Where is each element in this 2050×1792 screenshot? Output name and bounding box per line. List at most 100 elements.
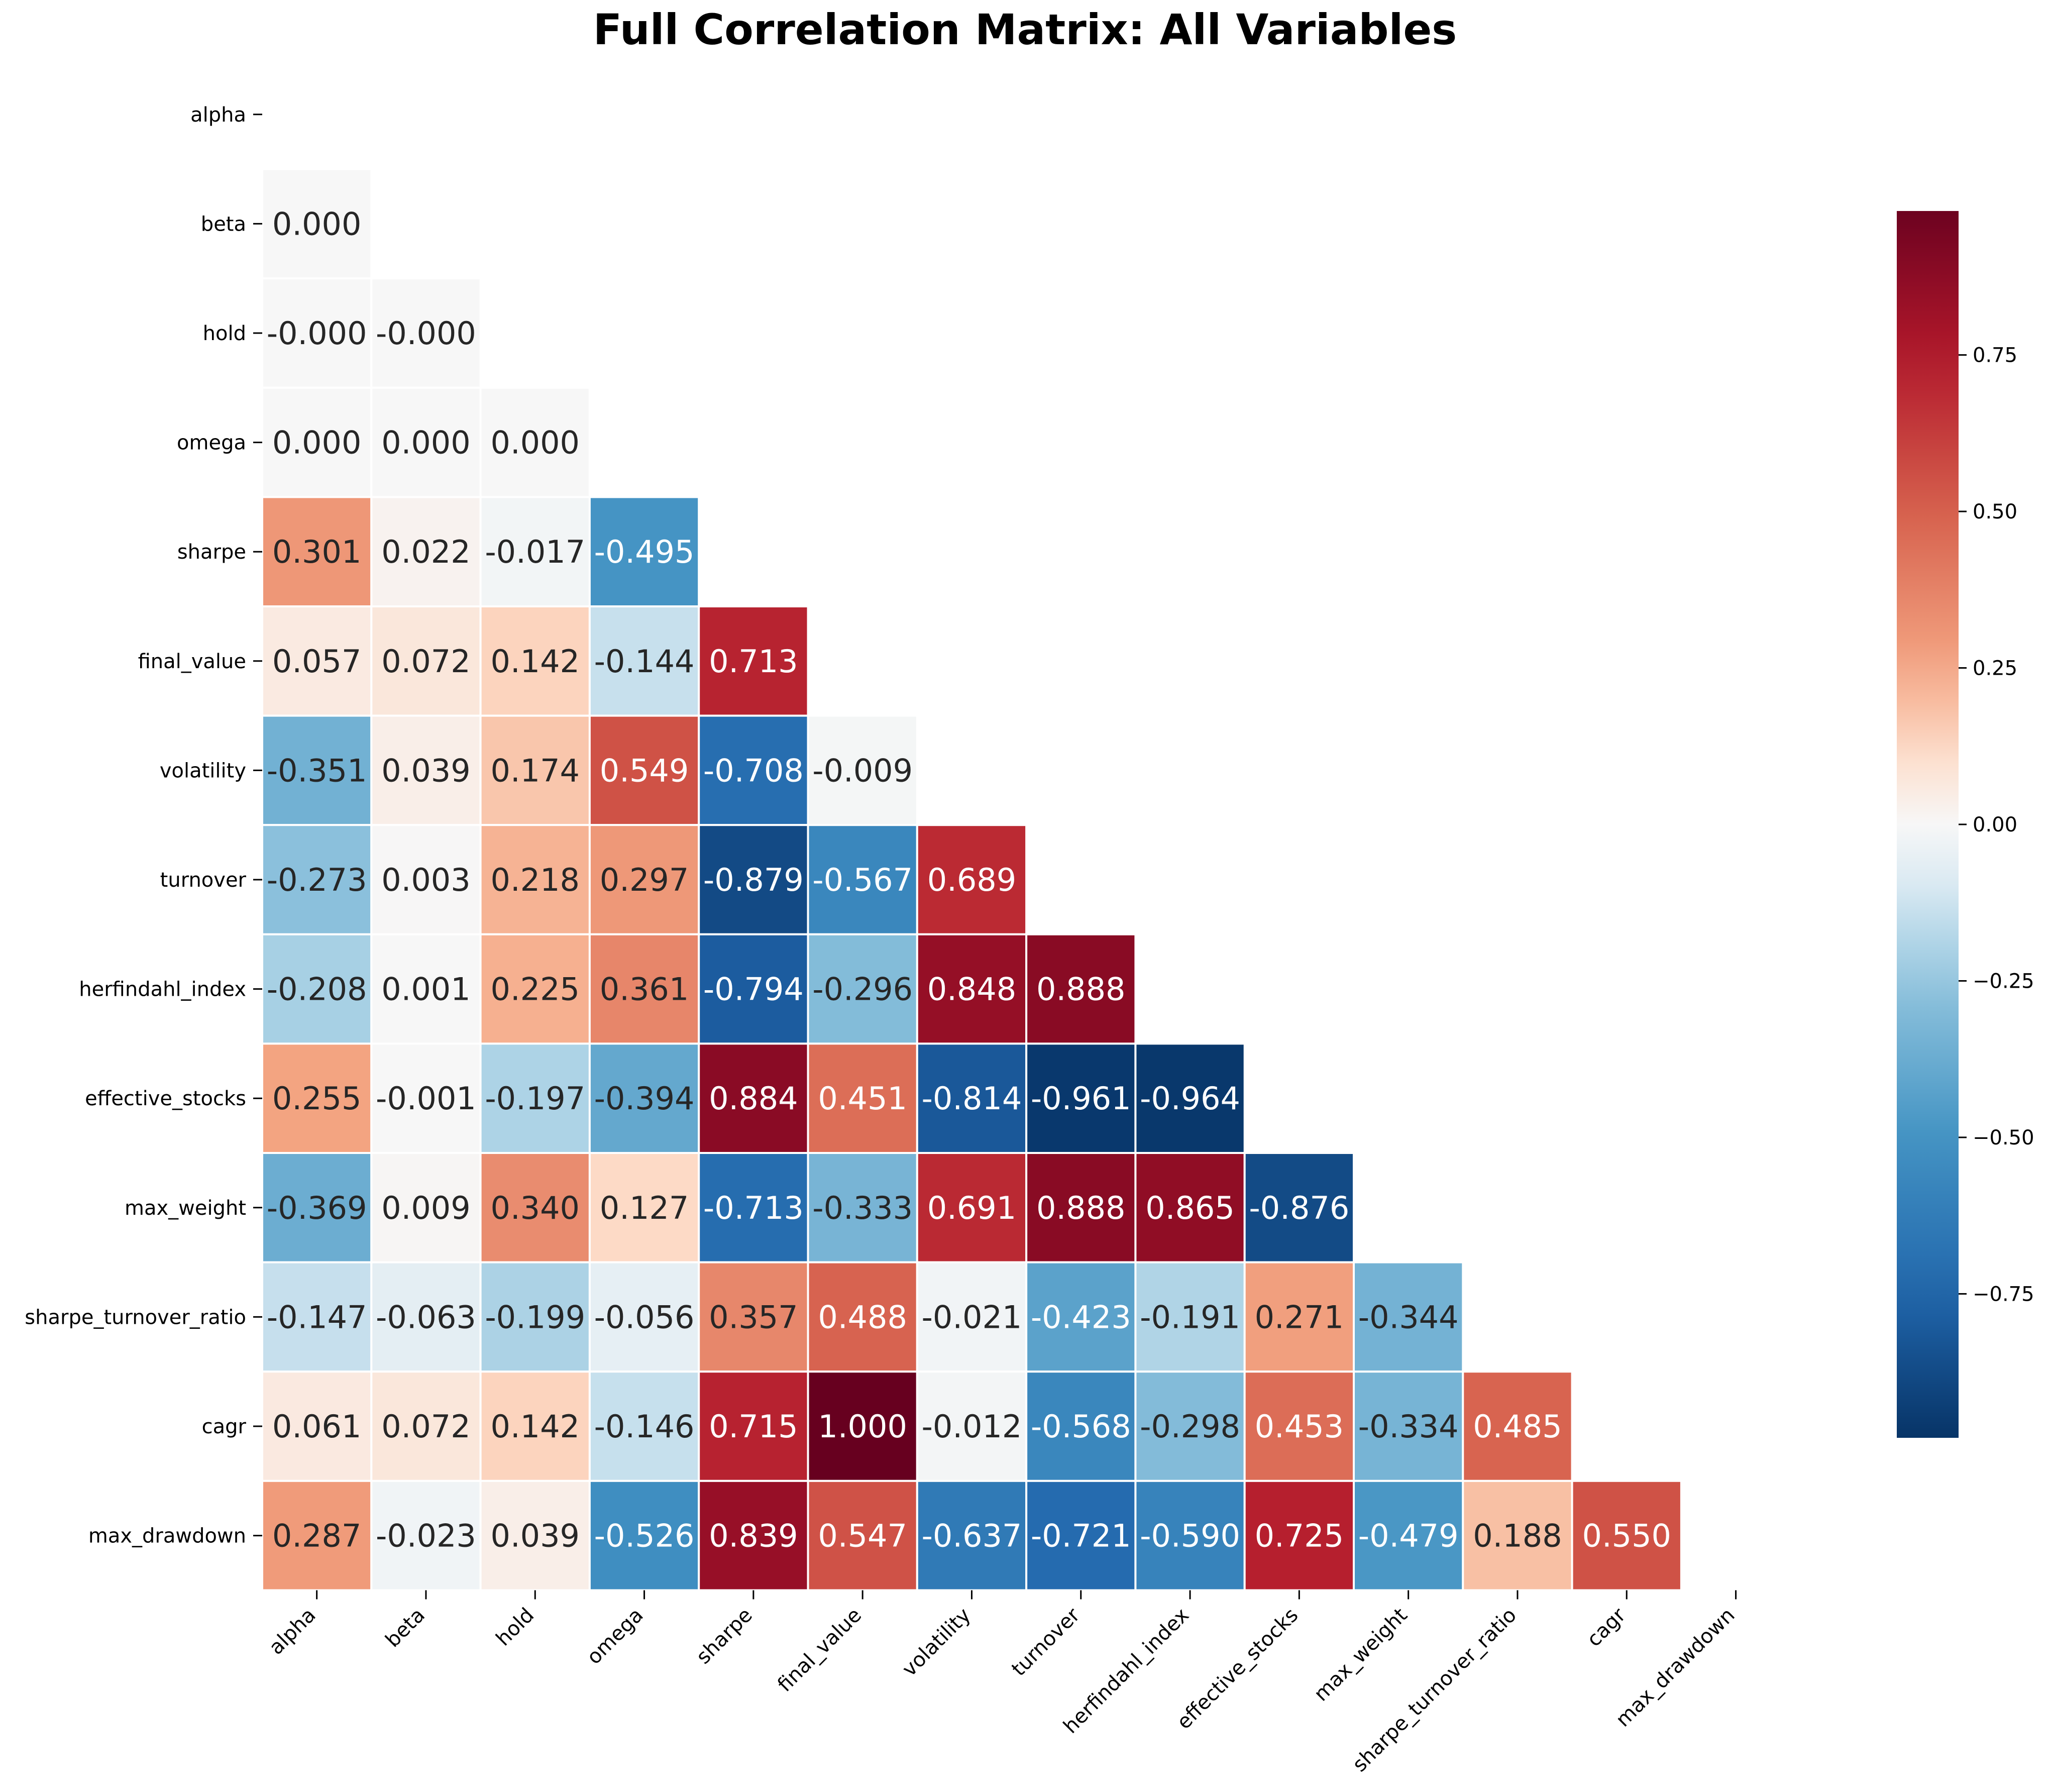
heatmap-cell-sharpe_turnover_ratio-hold xyxy=(479,1261,591,1373)
y-tick-label: omega xyxy=(177,432,246,455)
heatmap-cell-sharpe-beta xyxy=(370,496,482,608)
cell-value-label: 0.000 xyxy=(272,205,362,242)
heatmap-cell-max_weight-sharpe xyxy=(698,1152,809,1263)
cell-value-label: 0.255 xyxy=(272,1080,362,1117)
heatmap-cell-sharpe_turnover_ratio-volatility xyxy=(916,1261,1028,1373)
heatmap-cell-cagr-max_weight xyxy=(1353,1371,1464,1482)
heatmap-cell-sharpe_turnover_ratio-effective_stocks xyxy=(1243,1261,1355,1373)
colorbar-tick-label: 0.75 xyxy=(1973,344,2017,367)
heatmap-cell-hold-alpha xyxy=(261,277,373,389)
y-tick-label: final_value xyxy=(138,650,246,673)
cell-value-label: 0.884 xyxy=(709,1080,798,1117)
heatmap-cell-hold-beta xyxy=(370,277,482,389)
cell-value-label: 0.271 xyxy=(1255,1299,1344,1335)
y-tick-label: beta xyxy=(201,213,246,236)
cell-value-label: 0.174 xyxy=(491,752,580,789)
heatmap-cell-sharpe_turnover_ratio-herfindahl_index xyxy=(1134,1261,1246,1373)
heatmap-cell-turnover-hold xyxy=(479,824,591,935)
cell-value-label: 0.000 xyxy=(381,425,471,461)
cell-value-label: -0.495 xyxy=(594,534,695,570)
y-tick-label: volatility xyxy=(160,759,246,782)
chart-title: Full Correlation Matrix: All Variables xyxy=(593,5,1457,54)
y-tick-label: max_weight xyxy=(125,1197,246,1220)
cell-value-label: 0.361 xyxy=(600,971,689,1008)
cell-value-label: 0.888 xyxy=(1036,971,1126,1008)
cell-value-label: -0.021 xyxy=(922,1299,1022,1335)
cell-value-label: -0.334 xyxy=(1358,1408,1459,1445)
cell-value-label: 0.003 xyxy=(381,862,471,898)
colorbar-tick-label: 0.50 xyxy=(1973,500,2017,523)
heatmap-cell-volatility-final_value xyxy=(807,714,918,826)
cell-value-label: 1.000 xyxy=(818,1408,907,1445)
x-tick-label: omega xyxy=(583,1604,648,1669)
heatmap-cell-cagr-beta xyxy=(370,1371,482,1482)
y-tick-label: cagr xyxy=(202,1415,247,1438)
x-tick-label: cagr xyxy=(1582,1604,1630,1651)
heatmap-cell-max_drawdown-alpha xyxy=(261,1480,373,1592)
cell-value-label: 0.000 xyxy=(272,425,362,461)
heatmap-cell-max_drawdown-hold xyxy=(479,1480,591,1592)
x-tick-label: final_value xyxy=(773,1604,866,1697)
heatmap-cell-max_weight-volatility xyxy=(916,1152,1028,1263)
x-tick-label: max_weight xyxy=(1310,1604,1412,1706)
heatmap-cell-max_drawdown-sharpe_turnover_ratio xyxy=(1462,1480,1573,1592)
cell-value-label: 0.715 xyxy=(709,1408,798,1445)
cell-value-label: 0.549 xyxy=(600,752,689,789)
heatmap-cell-herfindahl_index-turnover xyxy=(1025,933,1137,1045)
cell-value-label: -0.713 xyxy=(703,1190,804,1226)
heatmap-cell-volatility-omega xyxy=(588,714,700,826)
heatmap-cell-sharpe-hold xyxy=(479,496,591,608)
colorbar-tick-label: −0.75 xyxy=(1973,1283,2034,1306)
cell-value-label: -0.369 xyxy=(267,1190,367,1226)
cell-value-label: -0.298 xyxy=(1140,1408,1240,1445)
cell-value-label: -0.009 xyxy=(812,752,913,789)
cell-value-label: 0.072 xyxy=(381,1408,471,1445)
heatmap-cell-max_weight-omega xyxy=(588,1152,700,1263)
heatmap-cell-max_drawdown-volatility xyxy=(916,1480,1028,1592)
cell-value-label: 0.488 xyxy=(818,1299,907,1335)
heatmap-cell-volatility-hold xyxy=(479,714,591,826)
y-tick-label: max_drawdown xyxy=(88,1525,246,1548)
colorbar-tick-label: 0.25 xyxy=(1973,657,2017,680)
heatmap-cell-turnover-alpha xyxy=(261,824,373,935)
cell-value-label: -0.423 xyxy=(1031,1299,1131,1335)
cell-value-label: -0.146 xyxy=(594,1408,695,1445)
y-tick-label: effective_stocks xyxy=(85,1087,246,1110)
cell-value-label: -0.333 xyxy=(812,1190,913,1226)
cell-value-label: -0.197 xyxy=(485,1080,585,1117)
cell-value-label: 0.039 xyxy=(381,752,471,789)
cell-value-label: -0.017 xyxy=(485,534,585,570)
cell-value-label: 0.057 xyxy=(272,643,362,680)
cell-value-label: -0.208 xyxy=(267,971,367,1008)
heatmap-cell-herfindahl_index-volatility xyxy=(916,933,1028,1045)
cell-value-label: 0.301 xyxy=(272,534,362,570)
x-tick-label: max_drawdown xyxy=(1611,1604,1740,1732)
x-tick-label: hold xyxy=(492,1604,539,1651)
x-tick-label: alpha xyxy=(265,1604,320,1659)
heatmap-cell-turnover-omega xyxy=(588,824,700,935)
heatmap-cell-beta-alpha xyxy=(261,168,373,280)
cell-value-label: -0.637 xyxy=(922,1518,1022,1554)
cell-value-label: 0.000 xyxy=(491,425,580,461)
cell-value-label: -0.273 xyxy=(267,862,367,898)
y-tick-label: hold xyxy=(203,322,246,345)
cell-value-label: 0.839 xyxy=(709,1518,798,1554)
cell-value-label: 0.888 xyxy=(1036,1190,1126,1226)
heatmap-cell-sharpe_turnover_ratio-sharpe xyxy=(698,1261,809,1373)
heatmap-cell-max_weight-herfindahl_index xyxy=(1134,1152,1246,1263)
heatmap-cell-effective_stocks-turnover xyxy=(1025,1042,1137,1154)
heatmap-cell-effective_stocks-hold xyxy=(479,1042,591,1154)
heatmap-cell-volatility-beta xyxy=(370,714,482,826)
heatmap-cell-max_drawdown-turnover xyxy=(1025,1480,1137,1592)
cell-value-label: 0.072 xyxy=(381,643,471,680)
cell-value-label: 0.848 xyxy=(927,971,1017,1008)
heatmap-cell-max_drawdown-omega xyxy=(588,1480,700,1592)
heatmap-cell-turnover-beta xyxy=(370,824,482,935)
cell-value-label: -0.479 xyxy=(1358,1518,1459,1554)
cell-value-label: 0.225 xyxy=(491,971,580,1008)
cell-value-label: 0.725 xyxy=(1255,1518,1344,1554)
cell-value-label: 0.453 xyxy=(1255,1408,1344,1445)
cell-value-label: 0.357 xyxy=(709,1299,798,1335)
heatmap-cell-sharpe_turnover_ratio-turnover xyxy=(1025,1261,1137,1373)
cell-value-label: 0.287 xyxy=(272,1518,362,1554)
